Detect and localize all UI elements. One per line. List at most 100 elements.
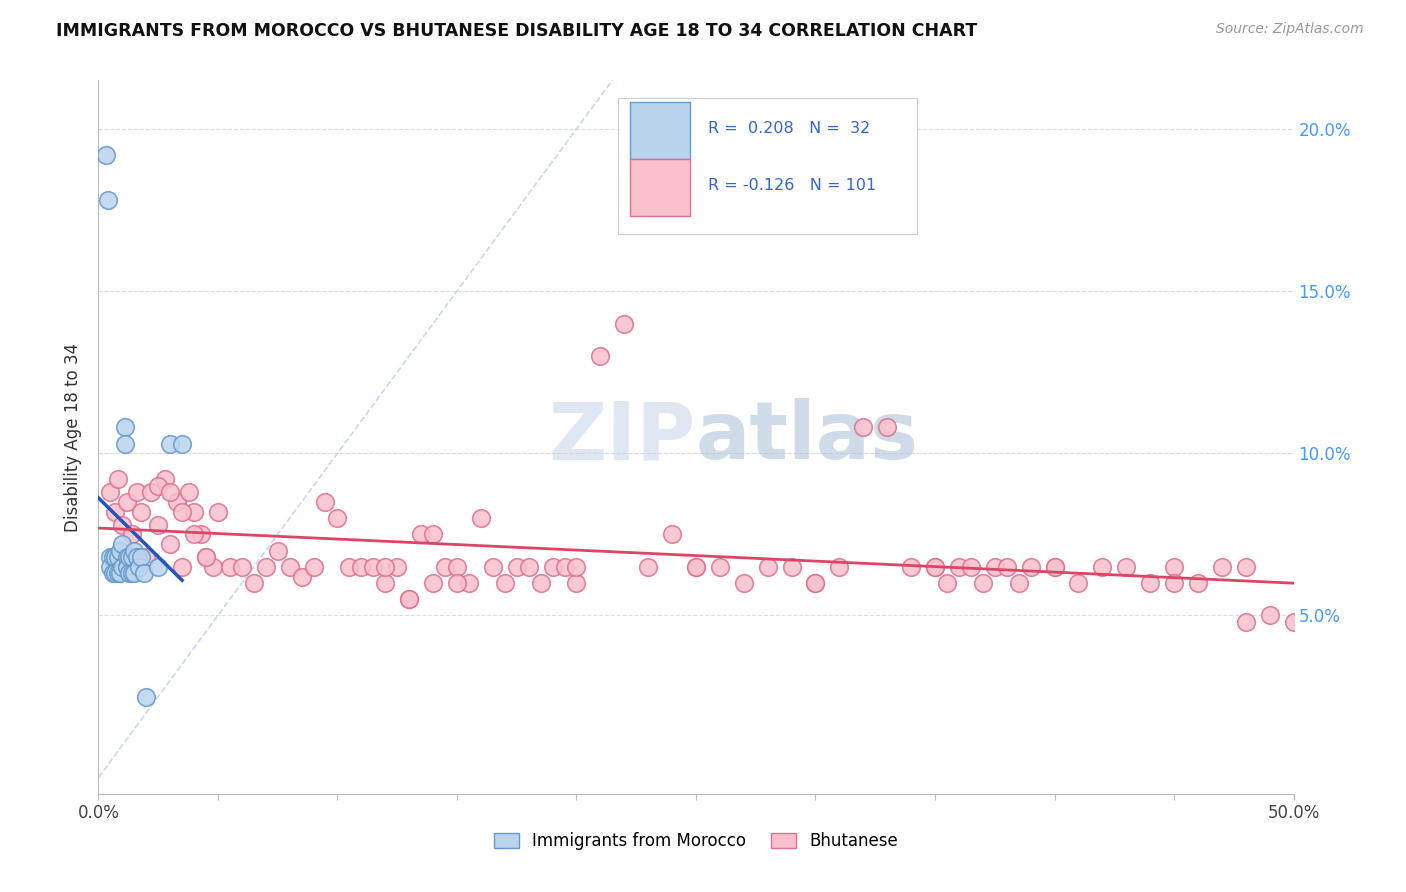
Point: [374, 576, 396, 591]
Point: [124, 543, 146, 558]
Point: [148, 517, 170, 532]
Point: [121, 566, 143, 581]
Point: [159, 537, 181, 551]
Point: [733, 576, 755, 591]
Point: [132, 566, 155, 581]
Point: [685, 559, 707, 574]
Point: [128, 559, 150, 574]
Point: [108, 543, 131, 558]
Point: [924, 559, 946, 574]
Point: [565, 559, 588, 574]
Point: [756, 559, 779, 574]
Point: [1008, 576, 1031, 591]
Point: [179, 485, 201, 500]
Point: [108, 566, 131, 581]
Point: [131, 505, 153, 519]
Point: [422, 527, 444, 541]
Point: [135, 690, 157, 704]
Point: [315, 495, 337, 509]
Point: [98, 485, 122, 500]
Legend: Immigrants from Morocco, Bhutanese: Immigrants from Morocco, Bhutanese: [486, 826, 905, 857]
Point: [398, 592, 420, 607]
Point: [446, 559, 468, 574]
Point: [118, 550, 141, 565]
Point: [159, 485, 181, 500]
Point: [1211, 559, 1233, 574]
Point: [155, 472, 177, 486]
Point: [121, 527, 143, 541]
Point: [852, 420, 875, 434]
Point: [131, 550, 153, 565]
Point: [124, 566, 146, 581]
Point: [804, 576, 827, 591]
Point: [139, 485, 162, 500]
Point: [363, 559, 385, 574]
Point: [470, 511, 492, 525]
Point: [1282, 615, 1305, 629]
Point: [780, 559, 803, 574]
Point: [302, 559, 325, 574]
Point: [326, 511, 349, 525]
Point: [1043, 559, 1066, 574]
Point: [481, 559, 505, 574]
Point: [936, 576, 959, 591]
Point: [1187, 576, 1209, 591]
Point: [101, 550, 124, 565]
Point: [828, 559, 851, 574]
Point: [114, 420, 136, 434]
Point: [506, 559, 529, 574]
Point: [107, 472, 129, 486]
Point: [565, 576, 588, 591]
Point: [411, 527, 433, 541]
Point: [115, 495, 138, 509]
Point: [339, 559, 361, 574]
Point: [190, 527, 212, 541]
Point: [125, 485, 148, 500]
Point: [661, 527, 683, 541]
Point: [101, 566, 124, 581]
Text: Source: ZipAtlas.com: Source: ZipAtlas.com: [1216, 22, 1364, 37]
Point: [148, 559, 170, 574]
Point: [995, 559, 1018, 574]
Point: [104, 550, 127, 565]
Point: [111, 559, 134, 574]
Text: atlas: atlas: [696, 398, 920, 476]
Text: IMMIGRANTS FROM MOROCCO VS BHUTANESE DISABILITY AGE 18 TO 34 CORRELATION CHART: IMMIGRANTS FROM MOROCCO VS BHUTANESE DIS…: [56, 22, 977, 40]
Point: [195, 550, 218, 565]
Point: [202, 559, 225, 574]
Point: [172, 436, 194, 450]
Point: [172, 559, 194, 574]
Point: [613, 317, 636, 331]
Point: [1091, 559, 1114, 574]
Point: [517, 559, 540, 574]
Point: [107, 566, 129, 581]
Point: [972, 576, 994, 591]
Point: [278, 559, 301, 574]
Point: [159, 436, 181, 450]
Point: [1258, 608, 1281, 623]
Point: [385, 559, 409, 574]
Point: [1234, 615, 1257, 629]
Point: [924, 559, 946, 574]
Point: [104, 566, 127, 581]
Y-axis label: Disability Age 18 to 34: Disability Age 18 to 34: [65, 343, 83, 532]
FancyBboxPatch shape: [630, 102, 690, 159]
Point: [589, 349, 612, 363]
Point: [118, 566, 141, 581]
Point: [148, 479, 170, 493]
Point: [98, 550, 122, 565]
Point: [541, 559, 564, 574]
Point: [111, 537, 134, 551]
Point: [434, 559, 457, 574]
Point: [948, 559, 970, 574]
Point: [121, 550, 143, 565]
Point: [254, 559, 277, 574]
Point: [709, 559, 731, 574]
FancyBboxPatch shape: [619, 98, 917, 234]
Point: [446, 576, 468, 591]
Point: [115, 550, 138, 565]
Point: [1067, 576, 1090, 591]
Point: [876, 420, 898, 434]
Point: [111, 517, 134, 532]
Point: [231, 559, 253, 574]
